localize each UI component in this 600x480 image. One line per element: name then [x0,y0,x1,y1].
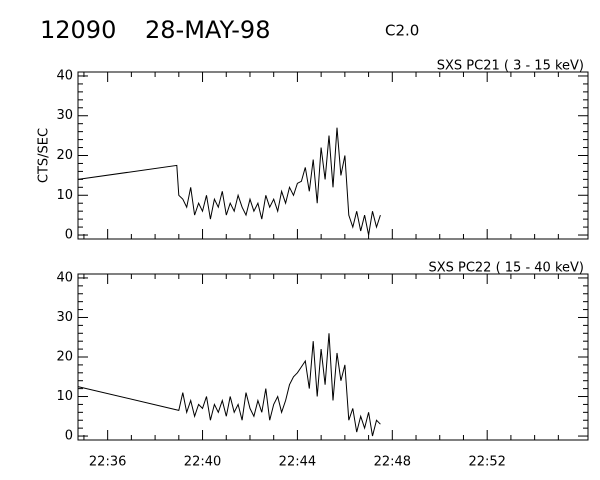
y-tick-label: 30 [56,310,73,325]
data-line [77,333,381,437]
y-tick-label: 30 [56,108,73,123]
x-tick-label: 22:36 [89,455,126,470]
y-tick-label: 20 [56,350,73,365]
event-id: 12090 [40,16,116,44]
flare-class: C2.0 [385,22,419,40]
y-tick-label: 0 [65,429,73,444]
data-line [77,127,381,236]
x-tick-label: 22:44 [279,455,316,470]
y-tick-label: 10 [56,188,73,203]
y-axis-label: CTS/SEC [37,128,52,183]
plot-frame [77,71,589,240]
x-tick-label: 22:48 [374,455,411,470]
y-tick-label: 40 [56,68,73,83]
panel-title: SXS PC21 ( 3 - 15 keV) [437,59,584,74]
x-tick-label: 22:52 [468,455,505,470]
x-tick-label: 22:40 [184,455,221,470]
panel-title: SXS PC22 ( 15 - 40 keV) [428,261,584,276]
plot-frame [77,273,589,441]
y-tick-label: 0 [65,228,73,243]
y-tick-label: 10 [56,389,73,404]
event-date: 28-MAY-98 [145,16,270,44]
y-tick-label: 40 [56,270,73,285]
y-tick-label: 20 [56,148,73,163]
